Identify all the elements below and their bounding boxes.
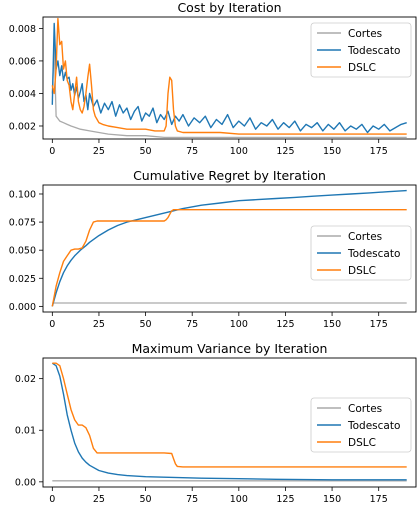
- series-line-cortes: [51, 44, 407, 139]
- legend-box: [310, 225, 412, 281]
- y-tick-label: 0.025: [9, 274, 36, 285]
- axes-frame: [42, 184, 417, 313]
- x-tick-label: 0: [49, 494, 55, 505]
- legend-label: Cortes: [348, 403, 382, 415]
- series-line-dslc: [51, 17, 407, 135]
- x-tick-label: 25: [93, 319, 105, 330]
- axes-frame: [42, 16, 417, 140]
- chart-panel-2: Cumulative Regret by Iteration 0 25 50 75 100…: [9, 168, 417, 330]
- x-tick-label: 125: [276, 319, 294, 330]
- y-tick-label: 0.075: [9, 218, 36, 229]
- x-tick-label: 75: [186, 319, 198, 330]
- x-tick-label: 50: [140, 319, 152, 330]
- chart-title: Cumulative Regret by Iteration: [133, 168, 326, 183]
- y-tick-label: 0.050: [9, 246, 36, 257]
- y-tick-label: 0.006: [9, 56, 36, 67]
- chart-title: Maximum Variance by Iteration: [132, 341, 328, 356]
- x-tick-label: 150: [323, 146, 341, 157]
- x-tick-label: 75: [186, 494, 198, 505]
- x-tick-label: 150: [323, 319, 341, 330]
- legend-label: Todescato: [347, 420, 400, 432]
- x-tick-label: 175: [370, 146, 388, 157]
- x-tick-label: 50: [140, 494, 152, 505]
- y-tick-label: 0.000: [9, 302, 36, 313]
- axes-frame: [42, 357, 417, 488]
- x-tick-label: 25: [93, 494, 105, 505]
- series-line-todescato: [51, 362, 407, 481]
- x-tick-label: 100: [230, 319, 248, 330]
- legend-label: DSLC: [348, 437, 376, 449]
- legend-label: DSLC: [348, 265, 376, 277]
- x-tick-label: 100: [230, 146, 248, 157]
- y-tick-label: 0.02: [15, 374, 36, 385]
- legend-label: Cortes: [348, 28, 382, 40]
- series-lines: [51, 189, 407, 307]
- x-tick-label: 175: [370, 494, 388, 505]
- y-tick-label: 0.008: [9, 24, 36, 35]
- series-line-todescato: [51, 189, 407, 307]
- legend-box: [310, 397, 412, 453]
- x-tick-label: 50: [140, 146, 152, 157]
- x-tick-label: 25: [93, 146, 105, 157]
- chart-title: Cost by Iteration: [177, 0, 281, 15]
- legend: Cortes Todescato DSLC: [310, 22, 412, 78]
- y-tick-label: 0.002: [9, 121, 36, 132]
- chart-panel-1: Cost by Iteration 0 25 50 75 100 125 150 175 0.00…: [9, 0, 417, 157]
- x-tick-label: 125: [276, 146, 294, 157]
- x-tick-label: 125: [276, 494, 294, 505]
- x-tick-label: 175: [370, 319, 388, 330]
- legend-label: Todescato: [347, 248, 400, 260]
- x-tick-label: 0: [49, 319, 55, 330]
- series-lines: [51, 17, 407, 139]
- legend: Cortes Todescato DSLC: [310, 397, 412, 453]
- y-tick-label: 0.004: [9, 89, 36, 100]
- chart-panel-3: Maximum Variance by Iteration 0 25 50 75 100 1…: [15, 341, 417, 505]
- legend-label: Todescato: [347, 45, 400, 57]
- y-tick-label: 0.100: [9, 189, 36, 200]
- legend-box: [310, 22, 412, 78]
- series-line-dslc: [52, 362, 407, 468]
- legend-label: DSLC: [348, 62, 376, 74]
- y-tick-label: 0.01: [15, 426, 36, 437]
- series-lines: [51, 362, 407, 482]
- x-tick-label: 150: [323, 494, 341, 505]
- y-tick-label: 0.00: [15, 477, 36, 488]
- series-line-dslc: [51, 208, 407, 307]
- x-tick-label: 75: [186, 146, 198, 157]
- x-tick-label: 100: [230, 494, 248, 505]
- legend: Cortes Todescato DSLC: [310, 225, 412, 281]
- legend-label: Cortes: [348, 231, 382, 243]
- x-tick-label: 0: [49, 146, 55, 157]
